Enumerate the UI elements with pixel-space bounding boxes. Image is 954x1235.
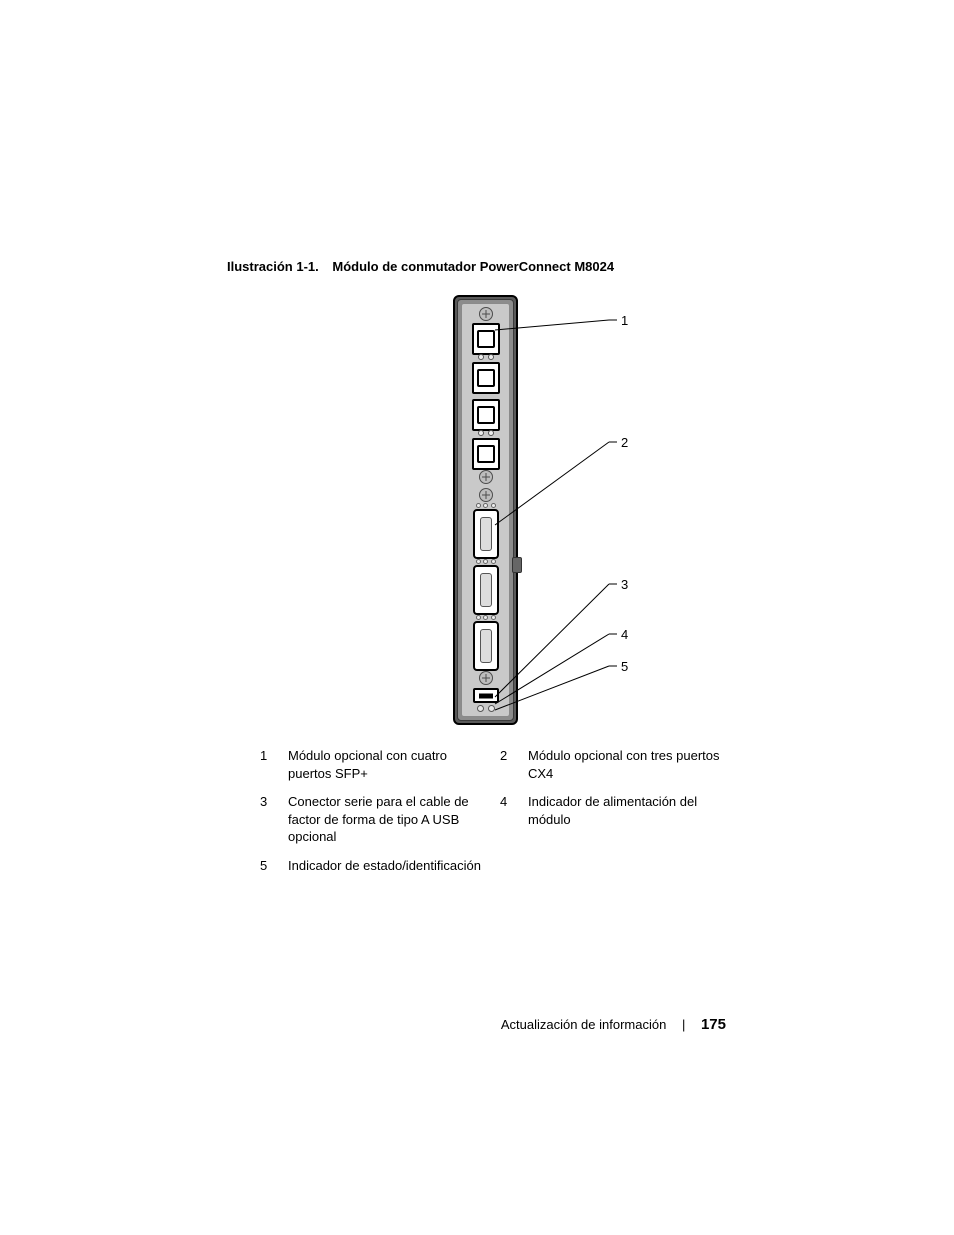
legend-item: 2 Módulo opcional con tres puertos CX4 (500, 747, 740, 782)
figure-legend: 1 Módulo opcional con cuatro puertos SFP… (260, 747, 740, 885)
caption-prefix: Ilustración 1-1. (227, 259, 319, 274)
sfp-port (472, 323, 500, 355)
sfp-leds (478, 354, 494, 359)
legend-text: Módulo opcional con tres puertos CX4 (528, 747, 740, 782)
legend-num: 2 (500, 747, 528, 782)
cx4-port (473, 509, 499, 559)
footer-separator: | (682, 1017, 685, 1032)
legend-item: 4 Indicador de alimentación del módulo (500, 793, 740, 846)
callout-number: 1 (621, 313, 628, 328)
legend-num: 1 (260, 747, 288, 782)
legend-row: 3 Conector serie para el cable de factor… (260, 793, 740, 846)
usb-port (473, 688, 499, 703)
sfp-port (472, 438, 500, 470)
sfp-port (472, 362, 500, 394)
screw-icon (479, 488, 493, 502)
cx4-port (473, 621, 499, 671)
legend-text: Conector serie para el cable de factor d… (288, 793, 500, 846)
legend-num: 5 (260, 857, 288, 875)
legend-text: Indicador de alimentación del módulo (528, 793, 740, 846)
legend-item: 1 Módulo opcional con cuatro puertos SFP… (260, 747, 500, 782)
page-number: 175 (701, 1016, 726, 1033)
cx4-leds (476, 503, 496, 507)
screw-icon (479, 671, 493, 685)
screw-icon (479, 470, 493, 484)
callout-number: 4 (621, 627, 628, 642)
figure-caption: Ilustración 1-1. Módulo de conmutador Po… (227, 259, 614, 274)
legend-item: 3 Conector serie para el cable de factor… (260, 793, 500, 846)
legend-num: 4 (500, 793, 528, 846)
legend-text: Indicador de estado/identificación (288, 857, 500, 875)
screw-icon (479, 307, 493, 321)
page: Ilustración 1-1. Módulo de conmutador Po… (0, 0, 954, 1235)
cx4-port (473, 565, 499, 615)
switch-module-figure (453, 295, 518, 725)
cx4-leds (476, 615, 496, 619)
legend-num: 3 (260, 793, 288, 846)
status-leds (477, 705, 495, 710)
caption-title: Módulo de conmutador PowerConnect M8024 (332, 259, 614, 274)
sfp-port (472, 399, 500, 431)
legend-row: 1 Módulo opcional con cuatro puertos SFP… (260, 747, 740, 782)
legend-row: 5 Indicador de estado/identificación (260, 857, 740, 875)
callout-number: 3 (621, 577, 628, 592)
legend-item: 5 Indicador de estado/identificación (260, 857, 500, 875)
legend-item-empty (500, 857, 740, 875)
divider (474, 393, 498, 396)
side-notch (512, 557, 522, 573)
footer-section: Actualización de información (501, 1017, 666, 1032)
legend-text: Módulo opcional con cuatro puertos SFP+ (288, 747, 500, 782)
callout-number: 5 (621, 659, 628, 674)
page-footer: Actualización de información | 175 (0, 1016, 954, 1033)
callout-number: 2 (621, 435, 628, 450)
cx4-leds (476, 559, 496, 563)
sfp-leds (478, 430, 494, 435)
switch-module (453, 295, 518, 725)
